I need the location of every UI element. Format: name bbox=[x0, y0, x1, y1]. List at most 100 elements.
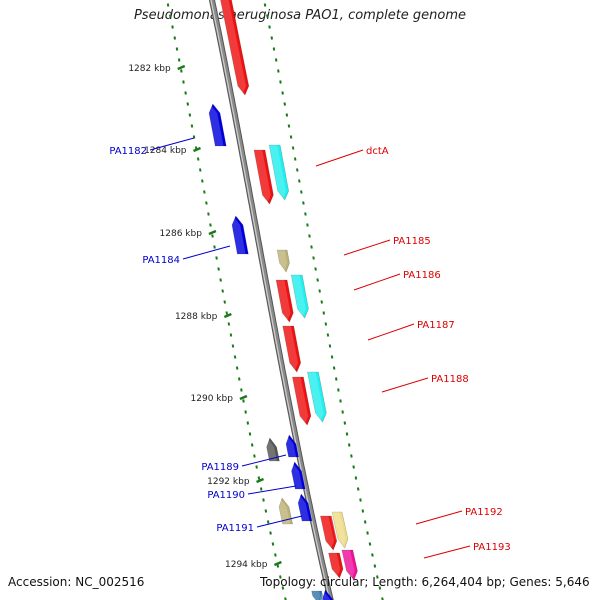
ruler-dot-left bbox=[257, 476, 261, 480]
ruler-dot-left bbox=[173, 36, 177, 40]
ruler-dot-right bbox=[356, 487, 360, 491]
gene-reverse-arrow-sheen bbox=[264, 438, 277, 461]
ruler-dot-left bbox=[180, 69, 183, 73]
ruler-dot-left bbox=[276, 564, 280, 568]
ruler-dot-right bbox=[274, 58, 278, 62]
ruler-dot-left bbox=[266, 520, 270, 524]
ruler-dot-left bbox=[259, 487, 263, 491]
genome-summary-text: Topology: circular; Length: 6,264,404 bp… bbox=[260, 575, 590, 589]
ruler-dot-right bbox=[347, 443, 351, 447]
ruler-major-tick bbox=[273, 560, 282, 567]
gene-label-reverse: PA1184 bbox=[142, 255, 180, 266]
ruler-dot-right bbox=[283, 102, 287, 106]
ruler-dot-right bbox=[363, 520, 367, 524]
ruler-dot-left bbox=[209, 223, 212, 227]
ruler-dot-left bbox=[215, 256, 218, 260]
gene-reverse-arrow bbox=[285, 434, 299, 458]
ruler-dot-left bbox=[255, 465, 258, 469]
gene-label-forward: PA1188 bbox=[431, 374, 469, 385]
gene-reverse-arrow-sheen bbox=[319, 590, 331, 600]
ruler-dot-right bbox=[337, 388, 340, 392]
ruler-dot-left bbox=[271, 542, 275, 546]
gene-forward-arrow-sheen bbox=[288, 275, 306, 318]
gene-label-forward: PA1186 bbox=[403, 270, 441, 281]
ruler-dot-right bbox=[289, 135, 293, 139]
ruler-dot-left bbox=[190, 124, 194, 128]
ruler-dot-right bbox=[310, 245, 313, 249]
ruler-dot-left bbox=[237, 377, 241, 381]
ruler-dot-left bbox=[221, 289, 224, 293]
ruler-dot-left bbox=[186, 102, 190, 106]
ruler-dot-right bbox=[381, 597, 384, 600]
backbone-line bbox=[209, 0, 333, 600]
ruler-dot-right bbox=[322, 311, 326, 315]
ruler-dot-right bbox=[326, 333, 330, 337]
gene-forward-arrow-sheen bbox=[329, 512, 346, 548]
gene-forward-arrow bbox=[275, 279, 294, 323]
ruler-dot-left bbox=[242, 399, 245, 403]
ruler-dot-right bbox=[345, 432, 349, 436]
gene-reverse-arrow-sheen bbox=[289, 462, 303, 489]
ruler-dot-right bbox=[320, 300, 323, 304]
gene-reverse-arrow-sheen bbox=[295, 494, 310, 521]
ruler-dot-left bbox=[219, 278, 222, 282]
ruler-dot-right bbox=[359, 498, 362, 502]
gene-label-forward: PA1185 bbox=[393, 236, 431, 247]
ruler-dot-left bbox=[284, 597, 287, 600]
ruler-dot-left bbox=[250, 443, 254, 447]
gene-label-reverse-leader bbox=[182, 245, 231, 260]
ruler-dot-left bbox=[279, 575, 282, 579]
gene-forward-arrow bbox=[220, 0, 250, 96]
gene-label-reverse: PA1190 bbox=[207, 490, 245, 501]
gene-label-forward-leader bbox=[423, 545, 471, 559]
gene-label-forward-leader bbox=[367, 323, 415, 341]
ruler-dot-left bbox=[246, 421, 250, 425]
ruler-dot-right bbox=[285, 113, 289, 117]
ruler-dot-right bbox=[306, 223, 309, 227]
gene-label-forward-leader bbox=[343, 239, 391, 256]
ruler-dot-right bbox=[341, 410, 344, 414]
ruler-dot-left bbox=[177, 58, 181, 62]
ruler-dot-right bbox=[279, 80, 282, 84]
gene-reverse-arrow bbox=[297, 493, 313, 522]
gene-reverse-arrow-sheen bbox=[283, 435, 297, 457]
gene-forward-arrow bbox=[268, 144, 290, 201]
ruler-dot-right bbox=[295, 168, 299, 172]
ruler-dot-left bbox=[240, 388, 243, 392]
gene-forward-arrow-sheen bbox=[317, 516, 335, 550]
ruler-major-tick bbox=[256, 477, 265, 484]
ruler-dot-left bbox=[203, 190, 206, 194]
ruler-dot-left bbox=[205, 201, 208, 205]
ruler-tick-label: 1294 kbp bbox=[225, 560, 268, 570]
gene-forward-arrow-sheen bbox=[289, 377, 309, 425]
ruler-dot-left bbox=[227, 322, 231, 326]
ruler-dot-right bbox=[361, 509, 365, 513]
gene-label-forward-leader bbox=[415, 510, 463, 525]
ruler-dot-left bbox=[262, 498, 265, 502]
gene-reverse-arrow bbox=[208, 103, 227, 147]
ruler-dot-left bbox=[198, 168, 202, 172]
ruler-dot-right bbox=[339, 399, 342, 403]
gene-label-forward-leader bbox=[381, 377, 429, 393]
ruler-dot-left bbox=[223, 300, 226, 304]
gene-forward-arrow bbox=[290, 274, 309, 319]
ruler-dot-right bbox=[354, 476, 358, 480]
ruler-dot-right bbox=[330, 355, 334, 359]
gene-reverse-arrow-sheen bbox=[276, 498, 291, 524]
gene-label-forward: PA1193 bbox=[473, 542, 511, 553]
ruler-dot-right bbox=[312, 256, 315, 260]
ruler-dot-right bbox=[328, 344, 332, 348]
gene-label-reverse: PA1182 bbox=[109, 146, 147, 157]
ruler-dot-right bbox=[266, 14, 269, 18]
gene-label-reverse: PA1191 bbox=[216, 523, 254, 534]
ruler-tick-label: 1292 kbp bbox=[207, 477, 250, 487]
gene-forward-arrow bbox=[311, 590, 324, 600]
ruler-dot-right bbox=[316, 278, 319, 282]
ruler-dot-right bbox=[300, 190, 303, 194]
gene-label-forward: PA1192 bbox=[465, 507, 503, 518]
gene-forward-arrow bbox=[276, 249, 290, 273]
gene-forward-arrow-sheen bbox=[273, 280, 291, 322]
ruler-major-tick bbox=[223, 312, 232, 319]
gene-reverse-arrow-sheen bbox=[229, 216, 246, 254]
